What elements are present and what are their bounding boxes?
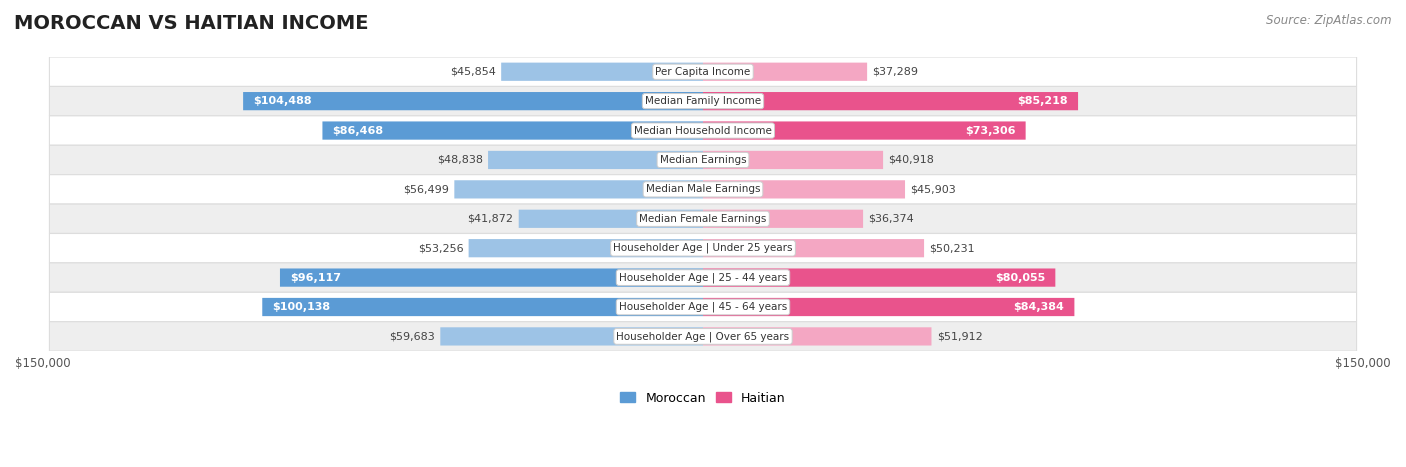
Text: $73,306: $73,306 (966, 126, 1015, 135)
Text: Median Female Earnings: Median Female Earnings (640, 214, 766, 224)
FancyBboxPatch shape (703, 151, 883, 169)
FancyBboxPatch shape (280, 269, 703, 287)
Text: Median Earnings: Median Earnings (659, 155, 747, 165)
FancyBboxPatch shape (49, 263, 1357, 292)
FancyBboxPatch shape (49, 86, 1357, 116)
FancyBboxPatch shape (703, 210, 863, 228)
Text: Householder Age | Over 65 years: Householder Age | Over 65 years (616, 331, 790, 342)
Text: $45,854: $45,854 (450, 67, 496, 77)
Text: $53,256: $53,256 (418, 243, 464, 253)
Text: $100,138: $100,138 (273, 302, 330, 312)
FancyBboxPatch shape (49, 116, 1357, 145)
Text: $80,055: $80,055 (995, 273, 1046, 283)
FancyBboxPatch shape (440, 327, 703, 346)
FancyBboxPatch shape (703, 298, 1074, 316)
Text: $36,374: $36,374 (869, 214, 914, 224)
Text: $37,289: $37,289 (872, 67, 918, 77)
FancyBboxPatch shape (49, 204, 1357, 234)
Text: $40,918: $40,918 (889, 155, 934, 165)
Text: $56,499: $56,499 (404, 184, 449, 194)
FancyBboxPatch shape (322, 121, 703, 140)
FancyBboxPatch shape (49, 234, 1357, 263)
FancyBboxPatch shape (49, 292, 1357, 322)
FancyBboxPatch shape (703, 239, 924, 257)
Text: MOROCCAN VS HAITIAN INCOME: MOROCCAN VS HAITIAN INCOME (14, 14, 368, 33)
FancyBboxPatch shape (49, 175, 1357, 204)
FancyBboxPatch shape (454, 180, 703, 198)
Text: $86,468: $86,468 (332, 126, 384, 135)
FancyBboxPatch shape (49, 145, 1357, 175)
FancyBboxPatch shape (703, 269, 1056, 287)
FancyBboxPatch shape (468, 239, 703, 257)
Text: $51,912: $51,912 (936, 332, 983, 341)
Text: $50,231: $50,231 (929, 243, 974, 253)
Text: Median Male Earnings: Median Male Earnings (645, 184, 761, 194)
Text: $85,218: $85,218 (1018, 96, 1069, 106)
Legend: Moroccan, Haitian: Moroccan, Haitian (616, 387, 790, 410)
Text: $59,683: $59,683 (389, 332, 434, 341)
Text: $48,838: $48,838 (437, 155, 482, 165)
FancyBboxPatch shape (703, 327, 932, 346)
FancyBboxPatch shape (501, 63, 703, 81)
FancyBboxPatch shape (49, 57, 1357, 86)
Text: Median Household Income: Median Household Income (634, 126, 772, 135)
Text: Householder Age | 45 - 64 years: Householder Age | 45 - 64 years (619, 302, 787, 312)
Text: $96,117: $96,117 (290, 273, 340, 283)
FancyBboxPatch shape (488, 151, 703, 169)
FancyBboxPatch shape (243, 92, 703, 110)
Text: $104,488: $104,488 (253, 96, 312, 106)
Text: $84,384: $84,384 (1014, 302, 1064, 312)
FancyBboxPatch shape (519, 210, 703, 228)
Text: Source: ZipAtlas.com: Source: ZipAtlas.com (1267, 14, 1392, 27)
Text: $45,903: $45,903 (910, 184, 956, 194)
Text: $41,872: $41,872 (467, 214, 513, 224)
Text: Median Family Income: Median Family Income (645, 96, 761, 106)
Text: Per Capita Income: Per Capita Income (655, 67, 751, 77)
FancyBboxPatch shape (263, 298, 703, 316)
FancyBboxPatch shape (703, 180, 905, 198)
FancyBboxPatch shape (703, 63, 868, 81)
Text: Householder Age | 25 - 44 years: Householder Age | 25 - 44 years (619, 272, 787, 283)
FancyBboxPatch shape (703, 92, 1078, 110)
FancyBboxPatch shape (703, 121, 1025, 140)
Text: Householder Age | Under 25 years: Householder Age | Under 25 years (613, 243, 793, 254)
FancyBboxPatch shape (49, 322, 1357, 351)
